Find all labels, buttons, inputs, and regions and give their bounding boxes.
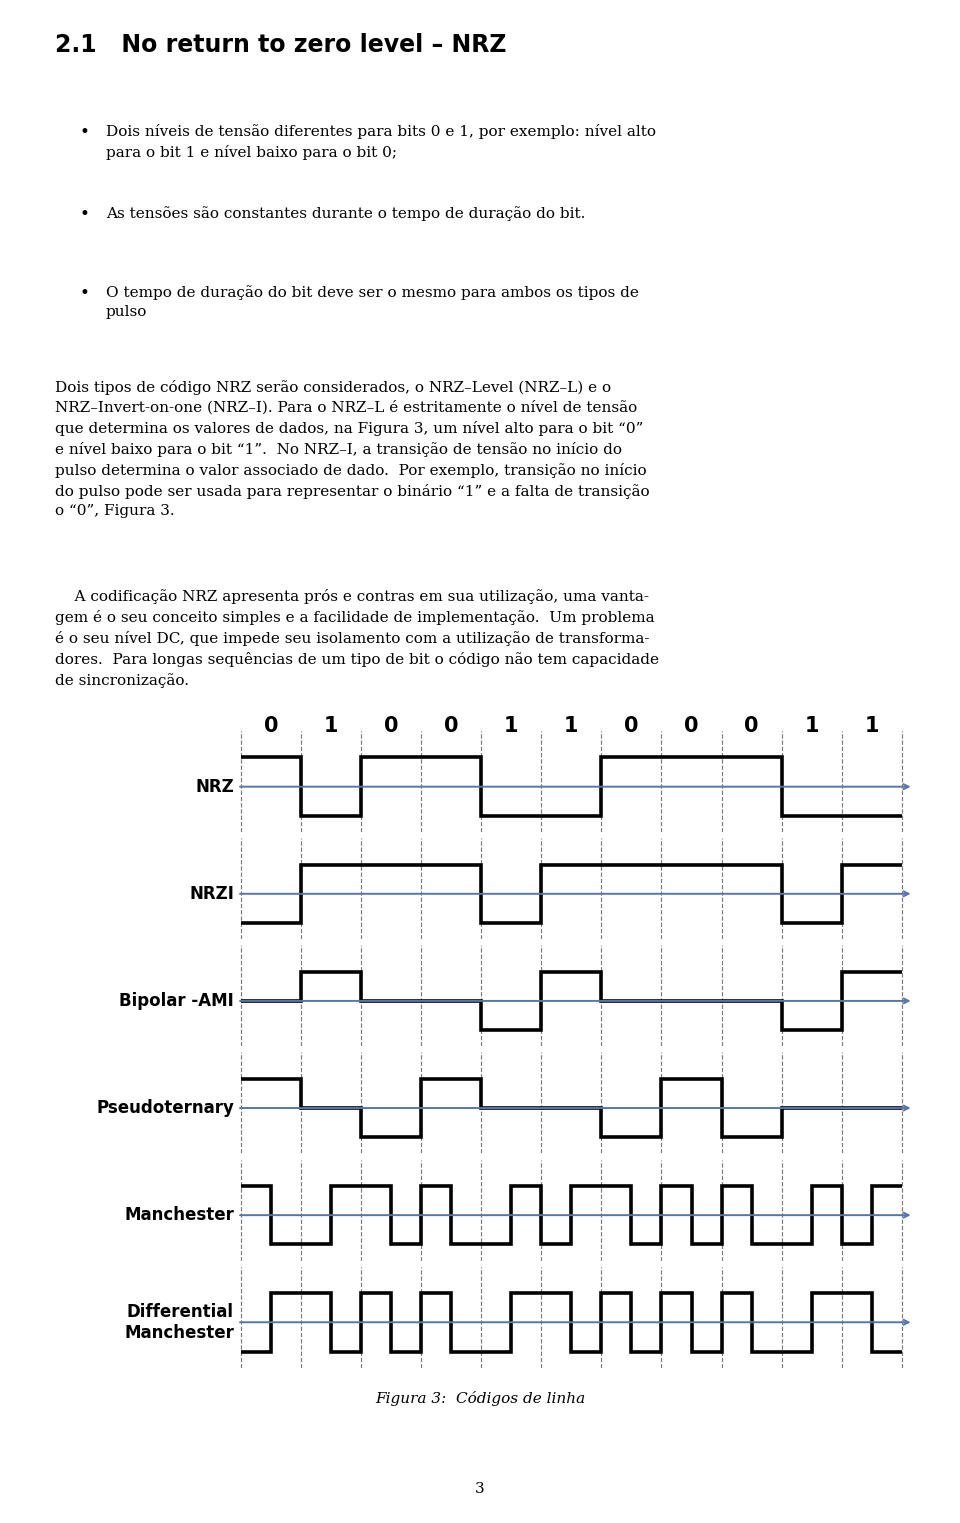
Text: O tempo de duração do bit deve ser o mesmo para ambos os tipos de
pulso: O tempo de duração do bit deve ser o mes… [106, 285, 639, 320]
Text: 2.1   No return to zero level – NRZ: 2.1 No return to zero level – NRZ [55, 32, 506, 56]
Text: 0: 0 [384, 716, 398, 736]
Text: Dois níveis de tensão diferentes para bits 0 e 1, por exemplo: nível alto
para o: Dois níveis de tensão diferentes para bi… [106, 125, 656, 160]
Text: •: • [80, 285, 89, 302]
Text: NRZI: NRZI [189, 885, 234, 903]
Text: 1: 1 [324, 716, 339, 736]
Text: 0: 0 [744, 716, 758, 736]
Text: 1: 1 [504, 716, 518, 736]
Text: 1: 1 [804, 716, 819, 736]
Text: •: • [80, 206, 89, 224]
Text: A codificação NRZ apresenta prós e contras em sua utilização, uma vanta-
gem é o: A codificação NRZ apresenta prós e contr… [55, 589, 659, 688]
Text: 0: 0 [264, 716, 278, 736]
Text: 3: 3 [475, 1482, 485, 1497]
Text: •: • [80, 125, 89, 142]
Text: 1: 1 [864, 716, 879, 736]
Text: 0: 0 [624, 716, 638, 736]
Text: NRZ: NRZ [195, 778, 234, 795]
Text: Dois tipos de código NRZ serão considerados, o NRZ–Level (NRZ–L) e o
NRZ–Invert-: Dois tipos de código NRZ serão considera… [55, 379, 649, 518]
Text: 0: 0 [444, 716, 459, 736]
Text: Pseudoternary: Pseudoternary [96, 1100, 234, 1116]
Text: Figura 3:  Códigos de linha: Figura 3: Códigos de linha [374, 1390, 586, 1406]
Text: Manchester: Manchester [124, 1206, 234, 1224]
Text: Differential
Manchester: Differential Manchester [124, 1302, 234, 1342]
Text: Bipolar -AMI: Bipolar -AMI [119, 991, 234, 1010]
Text: 0: 0 [684, 716, 699, 736]
Text: As tensões são constantes durante o tempo de duração do bit.: As tensões são constantes durante o temp… [106, 206, 586, 221]
Text: 1: 1 [564, 716, 579, 736]
